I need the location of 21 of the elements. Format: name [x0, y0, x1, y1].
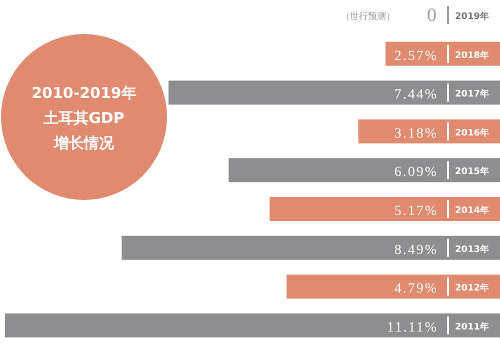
data-label: 4.79%	[394, 282, 438, 297]
y-tick-label: 2017年	[455, 88, 490, 100]
data-label: 0	[427, 5, 438, 26]
data-label: 11.11%	[386, 320, 438, 336]
text: 2010-2019年	[32, 84, 136, 102]
data-label: 2.57%	[394, 48, 438, 64]
y-tick-label: 2014年	[455, 205, 490, 216]
data-label: 7.44%	[394, 88, 438, 103]
y-tick-label: 2013年	[455, 244, 490, 255]
annotation: （世行预测）	[341, 11, 395, 22]
data-label: 8.49%	[394, 242, 438, 258]
text: 土耳其GDP增长情况	[42, 109, 124, 152]
y-tick-label: 2018年	[455, 50, 490, 61]
y-tick-label: 2011年	[455, 321, 490, 332]
y-tick-label: 2019年	[455, 11, 490, 22]
data-label: 5.17%	[394, 204, 438, 219]
data-label: 6.09%	[394, 165, 438, 180]
y-tick-label: 2015年	[455, 166, 490, 178]
data-label: 3.18%	[394, 126, 438, 142]
y-tick-label: 2016年	[455, 127, 490, 138]
y-tick-label: 2012年	[455, 282, 490, 294]
